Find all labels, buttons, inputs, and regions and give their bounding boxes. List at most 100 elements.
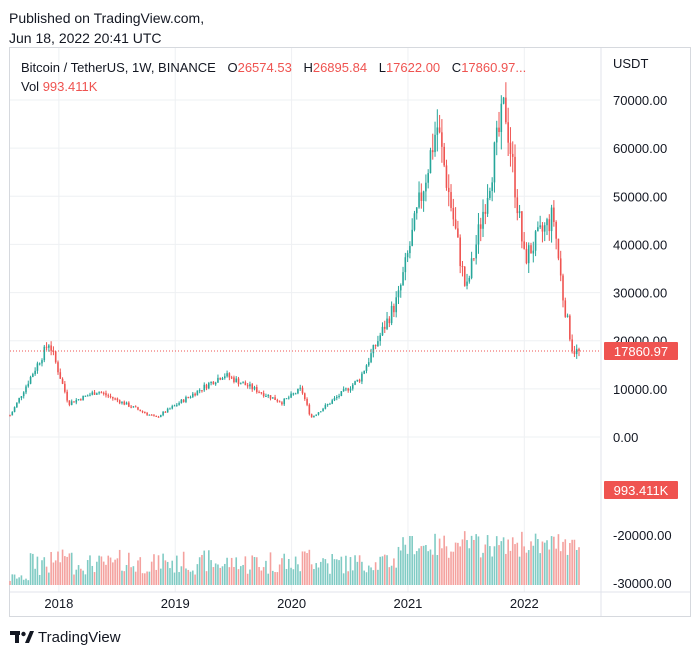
candle-body [102,392,105,394]
candle-body [514,156,516,198]
candle-body [445,165,448,188]
close-value: 17860.97... [461,60,527,75]
volume-bar [354,555,356,585]
price-tick-label: 0.00 [613,430,638,445]
volume-bar [308,549,311,585]
volume-bar [573,539,576,585]
symbol-title[interactable]: Bitcoin / TetherUS, 1W, BINANCE [21,60,216,75]
volume-bar [249,569,251,585]
volume-bar [358,555,361,585]
candle-body [390,305,393,324]
candle-body [185,397,187,402]
candle-body [271,397,274,399]
volume-bar [208,550,210,585]
volume-bar [317,567,320,585]
volume-bar [468,548,471,585]
candle-body [114,398,116,400]
candle-body [118,400,121,404]
candle-body [80,399,82,401]
volume-bar [43,557,46,585]
candle-body [38,363,41,365]
volume-bar [260,570,263,585]
volume-bar [434,533,436,585]
candle-body [96,393,98,395]
candle-body [564,300,567,317]
candle-body [29,376,32,384]
volume-bar [427,551,429,585]
candle-body [189,396,192,398]
volume-bar [452,551,455,585]
volume-bar [169,568,171,585]
candle-body [246,385,249,387]
candle-body [358,379,361,382]
volume-bar [287,559,290,585]
volume-bar [397,546,400,585]
candle-body [148,414,151,416]
volume-tick-label: -30000.00 [613,576,672,591]
volume-bar [11,574,14,585]
candle-body [404,257,407,273]
volume-bar [335,559,338,585]
candle-body [356,379,359,382]
candle-body [351,384,354,389]
candle-body [418,192,420,208]
volume-bar [45,566,48,585]
candle-body [422,191,425,201]
candle-body [482,211,484,229]
candle-body [420,192,423,201]
candle-body [36,363,39,371]
volume-bar [345,555,347,585]
volume-bar [16,578,18,585]
low-value: 17622.00 [385,60,441,75]
volume-bar [114,559,116,585]
volume-bar [84,574,87,585]
volume-bar [564,539,567,585]
volume-bar [313,569,315,585]
volume-bar [112,562,114,585]
volume-bar [292,569,295,585]
volume-bar [281,558,283,585]
candle-body [431,150,434,153]
volume-bar [89,555,91,585]
candle-body [516,197,519,214]
volume-bar [235,557,238,585]
candle-body [41,360,43,364]
volume-bar [294,556,297,585]
candle-body [559,258,562,276]
candle-body [441,132,443,147]
volume-bar [521,531,523,585]
volume-bar [484,544,487,585]
volume-bar [219,567,222,585]
candle-body [495,127,498,143]
volume-bar [443,535,445,585]
candle-body [262,393,265,397]
volume-bar [132,566,135,585]
candle-body [192,393,194,397]
candle-body [429,150,432,174]
volume-bar [418,548,420,585]
candle-body [340,391,343,396]
volume-bar [217,564,219,585]
candle-body [553,207,555,222]
candle-body [537,227,539,232]
candle-body [82,395,84,401]
volume-bar [48,572,50,585]
volume-bar [185,568,187,585]
volume-bar [399,550,402,585]
volume-bar [393,558,395,585]
candle-body [150,414,153,416]
price-tick-label: 10000.00 [613,382,667,397]
last-price-label: 17860.97 [614,344,668,359]
high-label: H [303,60,313,75]
candle-body [342,389,345,392]
volume-bar [441,548,443,585]
volume-bar [118,549,121,585]
candle-body [386,318,388,329]
candle-body [22,392,25,397]
volume-bar [41,560,43,585]
last-volume-badge [604,481,678,499]
volume-bar [144,573,146,585]
candle-body [285,398,288,400]
tradingview-logo[interactable]: TradingView [10,628,121,646]
